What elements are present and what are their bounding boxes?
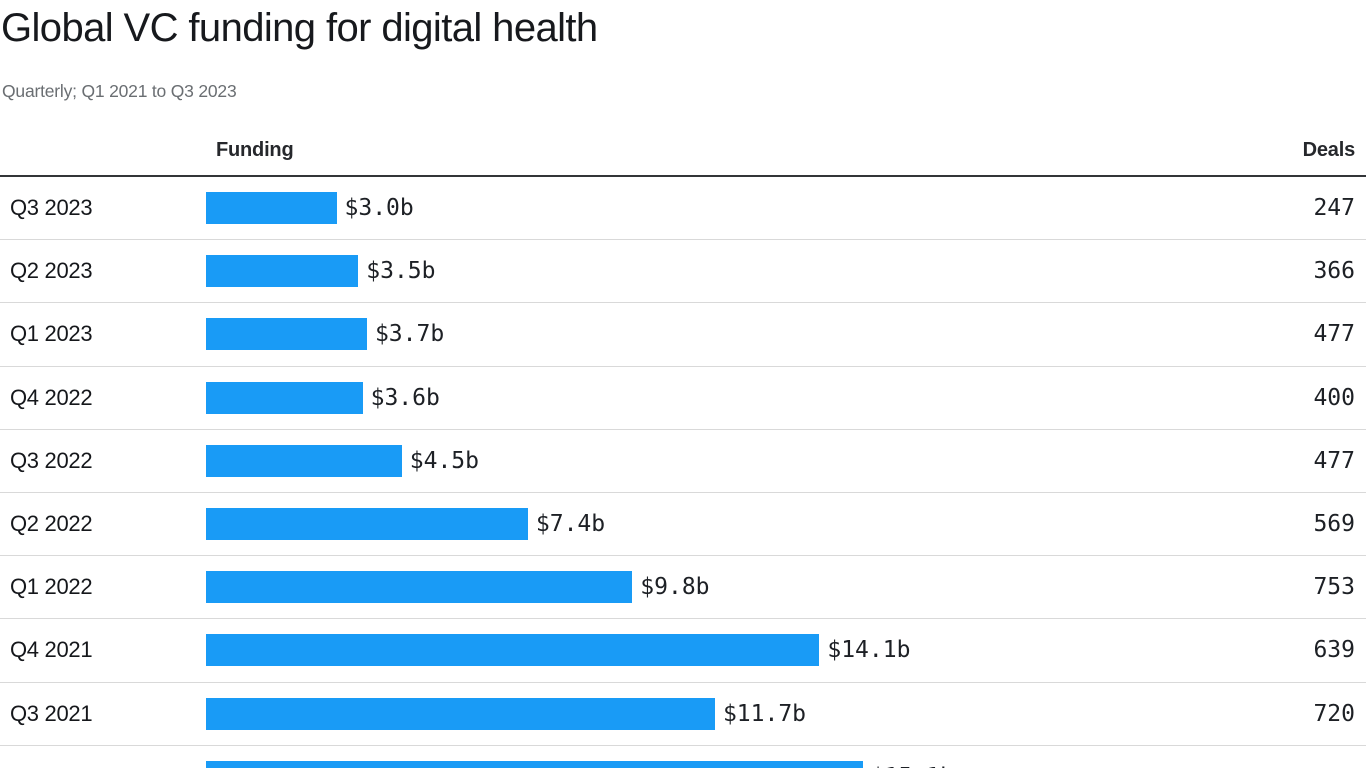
funding-bar — [206, 761, 863, 768]
quarter-label: Q3 2022 — [10, 447, 93, 473]
deals-value: 247 — [1313, 195, 1355, 222]
funding-bar — [206, 381, 363, 414]
funding-value-label: $11.7b — [722, 700, 807, 727]
funding-cell: $15.1b — [206, 761, 1236, 768]
table-row: Q2 2023 $3.5b 366 — [0, 240, 1366, 304]
table-header-row: Funding Deals — [0, 102, 1366, 177]
funding-cell: $7.4b — [206, 508, 1236, 541]
funding-value-label: $15.1b — [871, 764, 954, 768]
deals-value: 720 — [1313, 700, 1355, 727]
funding-cell: $3.5b — [206, 255, 1236, 288]
funding-value-label: $7.4b — [535, 511, 606, 538]
quarter-label: Q4 2021 — [10, 637, 93, 663]
column-header-funding: Funding — [216, 139, 294, 161]
table-row: Q2 2022 $7.4b 569 — [0, 493, 1366, 557]
funding-value-label: $3.5b — [366, 258, 436, 285]
funding-value-label: $3.0b — [344, 195, 414, 222]
deals-value: 477 — [1313, 321, 1355, 348]
deals-value: 569 — [1313, 511, 1355, 538]
table-row: Q3 2022 $4.5b 477 — [0, 430, 1366, 493]
funding-bar — [206, 318, 367, 351]
funding-cell: $3.6b — [206, 381, 1236, 414]
funding-cell: $3.7b — [206, 318, 1236, 351]
table-row: Q4 2021 $14.1b 639 — [0, 619, 1366, 683]
table-row: Q1 2022 $9.8b 753 — [0, 556, 1366, 620]
funding-bar — [206, 697, 715, 730]
quarter-label: Q2 2023 — [10, 258, 93, 284]
funding-bar — [206, 508, 528, 541]
quarter-label: Q2 2021 — [0, 764, 206, 768]
page-title: Global VC funding for digital health — [1, 6, 598, 50]
funding-cell: $14.1b — [206, 634, 1236, 667]
table-row: Q3 2021 $11.7b 720 — [0, 683, 1366, 746]
funding-cell: $9.8b — [206, 571, 1236, 604]
funding-bar — [206, 255, 359, 288]
funding-value-label: $4.5b — [409, 447, 479, 474]
funding-value-label: $9.8b — [640, 574, 710, 601]
deals-value: 400 — [1313, 384, 1355, 411]
deals-value: 366 — [1313, 258, 1355, 285]
quarter-label: Q3 2021 — [10, 700, 93, 726]
funding-value-label: $14.1b — [827, 637, 911, 664]
page-subtitle: Quarterly; Q1 2021 to Q3 2023 — [2, 81, 237, 101]
funding-bar — [206, 444, 402, 477]
quarter-label: Q4 2022 — [10, 384, 93, 410]
table-row: Q4 2022 $3.6b 400 — [0, 367, 1366, 430]
quarter-label: Q3 2023 — [10, 195, 93, 221]
deals-value: 477 — [1313, 447, 1355, 474]
funding-bar — [206, 192, 337, 225]
funding-value-label: $3.6b — [370, 384, 440, 411]
funding-cell: $4.5b — [206, 444, 1236, 477]
quarter-label: Q2 2022 — [10, 511, 93, 537]
deals-value: 639 — [1313, 637, 1355, 664]
funding-cell: $3.0b — [206, 192, 1236, 225]
quarter-label: Q1 2022 — [10, 574, 93, 600]
column-header-deals: Deals — [1302, 139, 1356, 161]
funding-value-label: $3.7b — [374, 321, 445, 348]
funding-cell: $11.7b — [206, 697, 1236, 730]
chart-table: Q3 2023 $3.0b 247 Q2 2023 $3.5b 366 Q1 2… — [0, 177, 1366, 768]
table-row: Q3 2023 $3.0b 247 — [0, 177, 1366, 241]
funding-bar — [206, 571, 633, 604]
table-row: Q2 2021 $15.1b — [0, 746, 1366, 768]
quarter-label: Q1 2023 — [10, 321, 93, 347]
deals-value: 753 — [1313, 574, 1355, 601]
funding-bar — [206, 634, 820, 667]
table-row: Q1 2023 $3.7b 477 — [0, 303, 1366, 367]
